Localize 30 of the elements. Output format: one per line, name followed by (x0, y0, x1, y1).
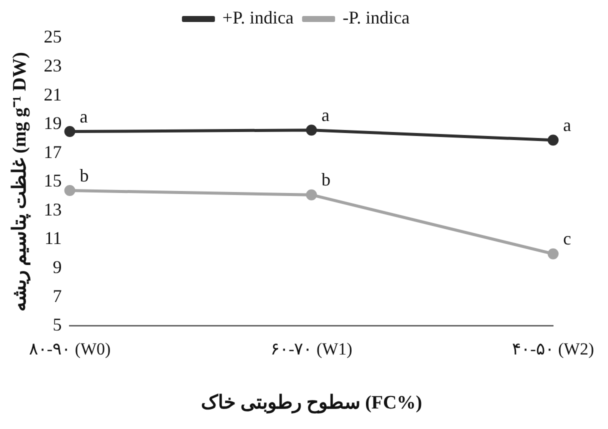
legend-label: +P. indica (222, 8, 294, 28)
point (548, 248, 559, 260)
point (548, 134, 559, 146)
x-tick-label: ۶۰-۷۰ (W1) (270, 339, 352, 358)
y-tick-label: 15 (44, 170, 62, 191)
annotation: a (563, 114, 572, 135)
y-tick-label: 11 (44, 228, 62, 248)
y-tick-label: 13 (44, 199, 62, 220)
x-axis-title: سطوح رطوبتی خاک (FC%) (200, 392, 422, 414)
y-tick-label: 25 (44, 26, 62, 47)
point (306, 124, 317, 136)
y-tick-label: 21 (44, 84, 62, 104)
y-tick-label: 23 (44, 56, 62, 76)
annotation: c (563, 228, 572, 249)
y-axis-title: غلظت پتاسیم ریشه (mg g⁻¹ DW) (9, 52, 30, 312)
annotation: b (80, 165, 89, 186)
y-tick-label: 17 (44, 142, 62, 162)
y-tick-label: 5 (52, 314, 62, 335)
x-tick-label: ۴۰-۵۰ (W2) (512, 339, 594, 358)
annotation: b (321, 170, 330, 190)
annotation: a (80, 106, 88, 126)
x-tick-label: ۸۰-۹۰ (W0) (28, 339, 111, 358)
y-tick-label: 7 (52, 286, 62, 306)
legend-label: -P. indica (342, 8, 410, 28)
y-tick-label: 19 (44, 113, 62, 134)
point (64, 185, 76, 196)
annotation: a (321, 104, 330, 125)
point (306, 189, 317, 200)
y-tick-label: 9 (52, 256, 62, 277)
point (64, 126, 76, 138)
